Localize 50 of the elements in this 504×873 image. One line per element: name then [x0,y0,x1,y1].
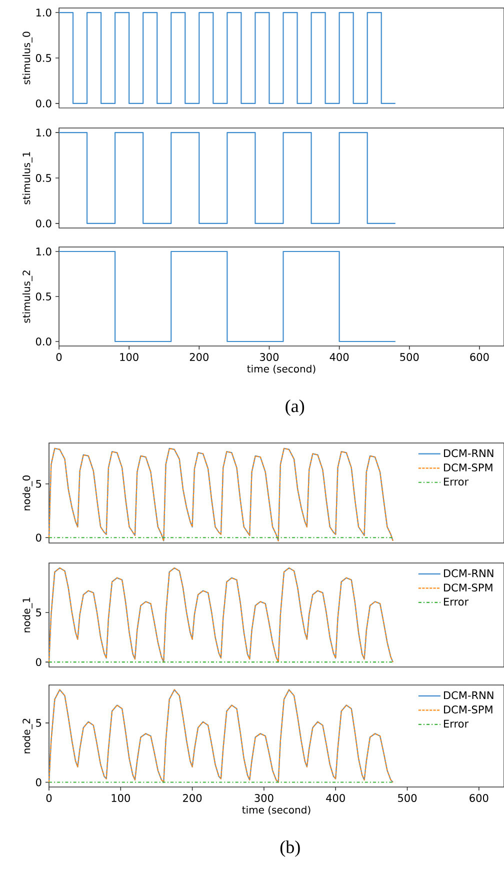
y-tick-label: 0.0 [36,338,52,346]
y-tick-label: 0.0 [36,99,52,108]
y-tick-label: 0 [36,534,42,542]
y-tick-label: 0.5 [36,54,52,62]
x-axis-title: time (second) [247,364,316,374]
y-tick-label: 1.0 [36,8,52,16]
line-series [48,689,394,783]
legend-label: DCM-SPM [444,464,492,472]
text: (a) [286,400,304,416]
y-tick-label: 5 [36,719,42,727]
y-tick-label: 0.0 [36,219,52,228]
x-tick-label: 400 [330,353,349,361]
y-axis-title: node_2 [22,718,32,754]
x-tick-label: 600 [470,794,488,802]
y-tick-label: 0 [36,778,42,786]
x-tick-label: 500 [398,794,417,802]
x-tick-label: 500 [400,353,419,361]
legend-label: Error [444,720,469,728]
x-tick-label: 100 [112,794,130,802]
legend-label: DCM-RNN [444,569,494,578]
y-tick-label: 5 [36,608,42,616]
line-series [48,448,394,542]
legend-label: DCM-SPM [444,584,492,592]
legend-label: DCM-RNN [444,691,494,700]
y-tick-label: 1.0 [36,248,52,256]
legend-label: Error [444,478,469,486]
x-tick-label: 300 [260,353,279,361]
x-tick-label: 200 [190,353,208,361]
x-tick-label: 300 [254,794,274,802]
y-tick-label: 1.0 [36,128,52,136]
x-tick-label: 200 [183,794,202,802]
legend-label: DCM-RNN [444,449,494,458]
x-tick-label: 600 [470,353,489,361]
x-tick-label: 400 [326,794,345,802]
y-tick-label: 0 [36,658,42,666]
legend-label: DCM-SPM [444,706,492,714]
line-series [48,567,394,663]
y-axis-title: node_1 [22,598,32,632]
x-tick-label: 100 [120,353,138,361]
x-axis-title: time (second) [242,806,310,815]
text: (b) [280,840,300,857]
y-tick-label: 0.5 [36,292,52,300]
y-axis-title: stimulus_1 [22,152,32,204]
y-tick-label: 0.5 [36,174,52,182]
x-tick-label: 0 [56,353,62,361]
y-axis-title: stimulus_2 [22,270,32,323]
legend-label: Error [444,598,469,606]
y-tick-label: 5 [36,480,42,488]
y-axis-title: node_0 [22,475,32,510]
y-axis-title: stimulus_0 [22,32,32,84]
